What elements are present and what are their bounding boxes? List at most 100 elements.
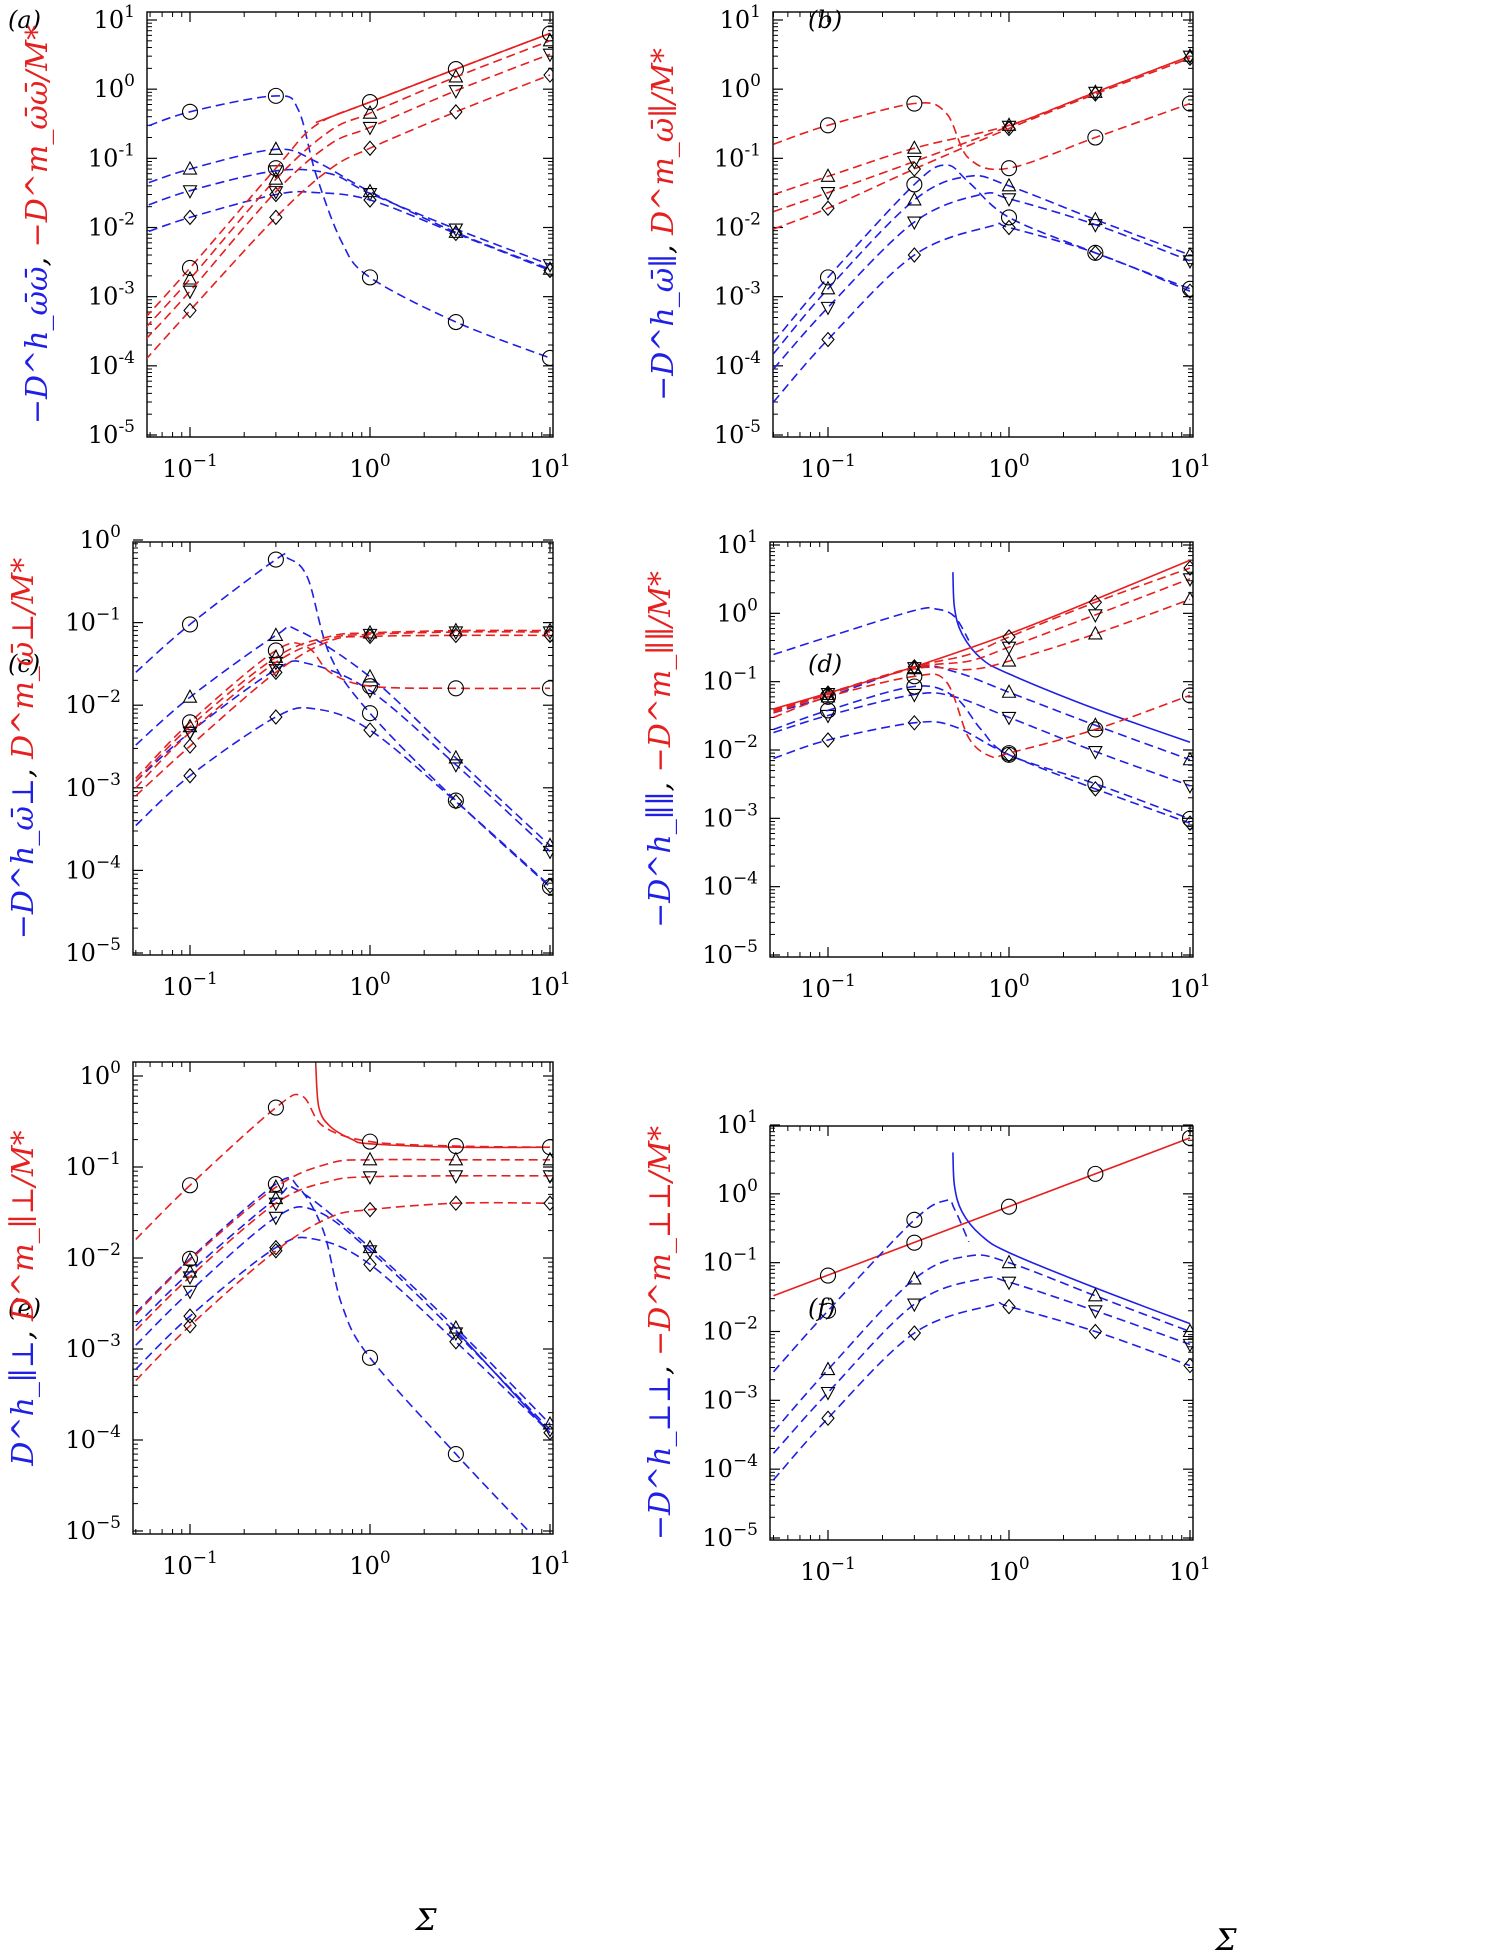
y-tick-label: 10-2 [88,210,135,242]
series-line-f-5 [772,1276,1191,1454]
series-line-c-7 [135,634,551,797]
marker-diamond-b [1088,86,1103,102]
y-axis-label-hydro: −D^h_⊥⊥ [643,1375,678,1540]
marker-triangle-down-a [268,186,284,200]
marker-circle-b [906,95,923,112]
marker-triangle-up-e [362,1239,378,1254]
series-line-b-2 [773,192,1191,370]
marker-circle-e [181,1250,199,1267]
marker-triangle-down-d [906,688,922,703]
y-tick-label: 10-2 [714,210,761,242]
panel-label-a: (a) [8,6,41,34]
axes-frame-e [132,1061,554,1535]
marker-triangle-down-a [542,259,553,273]
marker-circle-f [1087,1165,1104,1182]
marker-diamond-d [907,714,922,731]
series-line-a-1 [147,148,551,270]
marker-triangle-down-f [1001,1276,1017,1291]
marker-diamond-a [449,225,463,242]
marker-triangle-up-a [182,160,198,175]
marker-diamond-f [1002,1298,1016,1315]
marker-triangle-down-f [1087,1305,1103,1319]
y-tick-label: 100 [717,595,758,627]
marker-circle-a [267,160,284,177]
series-line-d-10 [773,567,1191,712]
marker-circle-c [181,616,199,633]
panel-e: (e) 10−5 10−4 10−3 10−2 10−1 100 10−1 100 101 D^h… [6,1058,571,1580]
marker-triangle-down-e [362,1171,378,1185]
marker-triangle-up-c [542,622,553,637]
x-tick-label: 10−1 [800,451,856,483]
marker-circle-c [541,680,553,697]
marker-diamond-b [821,331,835,348]
x-axis-title-left: Σ [414,1903,437,1938]
y-axis-label-hydro: −D^h_ω̄ω̄ [20,267,55,425]
plot-area-a: 10-5 10-4 10-3 10-2 10-1 100 101 10−1 100 101 −D^h… [20,2,571,483]
series-line-e-3 [135,1206,551,1431]
series-line-a-3 [147,190,551,272]
series-line-b-1 [773,174,1191,355]
y-axis-label-a: −D^h_ω̄ω̄, −D^m_ω̄ω̄/M* [20,25,55,424]
marker-circle-e [267,1099,284,1116]
marker-circle-e [447,1446,464,1463]
marker-triangle-up-a [268,170,284,185]
y-axis-label-c: −D^h_ω̄⊥, D^m_ω̄⊥/M* [6,558,41,940]
axes-frame-a [146,11,554,438]
axes-frame-b [772,11,1194,438]
y-tick-label: 10-1 [88,140,135,172]
y-axis-label-d: −D^h_∥∥, −D^m_∥∥/M* [643,571,678,928]
y-tick-label: 101 [720,2,761,34]
marker-circle-f [906,1211,923,1228]
plot-area-d: 10−5 10−4 10−3 10−2 10−1 100 101 10−1 100 101 −D^h… [643,527,1211,1003]
axes-frame-d [769,541,1194,958]
marker-circle-e [181,1177,199,1194]
marker-diamond-a [363,140,377,157]
x-tick-label: 10−1 [162,1548,218,1580]
marker-circle-f [819,1302,837,1319]
y-tick-label: 10−5 [65,1513,121,1545]
x-tick-label: 101 [529,1548,570,1580]
x-tick-label: 100 [988,971,1029,1003]
x-tick-label: 101 [529,451,570,483]
marker-diamond-e [183,1317,197,1334]
marker-circle-f [819,1267,837,1284]
y-tick-label: 10−4 [65,852,121,884]
marker-diamond-a [183,302,197,319]
marker-circle-d [1181,687,1193,704]
y-tick-label: 10−2 [702,1314,758,1346]
panel-b: (b) 10-5 10-4 10-3 10-2 10-1 100 101 10−1 100 101… [646,2,1211,483]
panel-label-c: (c) [8,650,40,678]
marker-triangle-down-c [182,726,198,741]
series-group-c [135,551,553,896]
marker-triangle-down-e [448,1327,464,1342]
series-line-c-2 [135,660,551,852]
marker-circle-b [1000,160,1018,177]
x-tick-label: 10−1 [800,971,856,1003]
y-tick-label: 10−4 [65,1422,121,1454]
series-line-e-5 [315,1065,551,1149]
marker-triangle-up-e [542,1151,553,1166]
marker-triangle-up-e [448,1151,464,1166]
plot-area-b: 10-5 10-4 10-3 10-2 10-1 100 101 10−1 100 101 −D^h… [646,2,1211,483]
series-line-d-4 [773,720,1191,824]
marker-triangle-down-d [1087,609,1103,624]
x-tick-label: 100 [988,451,1029,483]
marker-circle-a [267,87,284,104]
marker-triangle-up-a [448,68,464,83]
marker-triangle-up-c [268,627,284,641]
marker-triangle-down-f [820,1386,836,1401]
marker-circle-e [361,1133,379,1150]
marker-diamond-e [269,1242,283,1259]
marker-triangle-down-e [182,1285,198,1300]
y-tick-label: 10−3 [65,770,121,802]
series-line-f-0 [773,1137,1191,1297]
marker-diamond-d [1183,815,1193,832]
marker-diamond-c [269,709,283,725]
x-tick-label: 100 [349,1548,390,1580]
marker-diamond-f [1088,1323,1103,1340]
y-tick-label: 10−1 [702,664,758,696]
y-tick-label: 10-3 [88,279,135,311]
marker-circle-b [819,117,837,134]
marker-circle-a [181,103,199,120]
